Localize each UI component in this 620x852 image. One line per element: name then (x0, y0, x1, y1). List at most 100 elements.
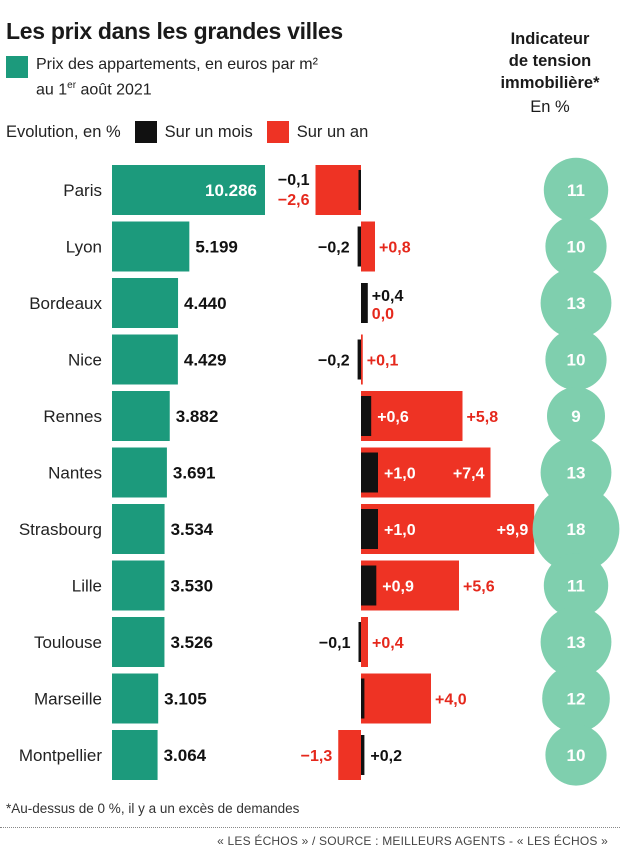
indicator-label: 13 (567, 294, 586, 313)
indicator-circle (532, 485, 620, 573)
indicator-label: 18 (567, 520, 586, 539)
price-bar (112, 391, 170, 441)
indicator-label: 10 (567, 746, 586, 765)
year-label: +5,6 (463, 579, 495, 596)
indicator-circle (542, 664, 610, 733)
price-label: 3.534 (171, 520, 214, 539)
indicator-circle (547, 387, 605, 445)
year-label: +0,8 (379, 240, 411, 257)
indicator-title: Indicateur de tension immobilière* (500, 30, 600, 92)
price-label: 10.286 (205, 181, 257, 200)
price-legend-swatch (6, 56, 28, 78)
year-label: +7,4 (453, 466, 485, 483)
price-bar (112, 278, 179, 328)
year-label: +4,0 (435, 692, 467, 709)
year-bar (361, 221, 375, 272)
year-label: −1,3 (301, 748, 333, 765)
price-legend-line-2: au 1er août 2021 (36, 80, 152, 99)
month-legend-swatch (134, 121, 157, 143)
month-label: +1,0 (384, 466, 416, 483)
year-bar (361, 391, 463, 441)
indicator-circle (545, 328, 607, 391)
year-bar (361, 560, 459, 611)
price-label: 3.064 (164, 746, 207, 765)
city-label: Marseille (34, 690, 102, 709)
indicator-label: 11 (567, 577, 585, 596)
month-bar (361, 509, 378, 549)
year-label: +0,4 (372, 635, 404, 652)
month-bar (358, 622, 361, 662)
month-bar (358, 170, 361, 210)
year-label: +0,1 (367, 353, 399, 370)
year-label: 0,0 (372, 306, 394, 323)
indicator-label: 13 (567, 633, 586, 652)
price-bar (112, 504, 165, 554)
year-bar (361, 447, 491, 498)
year-label: −2,6 (278, 192, 310, 209)
month-bar (357, 226, 361, 267)
month-bar (361, 735, 365, 775)
city-label: Nantes (48, 464, 102, 483)
indicator-label: 11 (567, 181, 585, 200)
month-label: −0,2 (318, 240, 350, 257)
city-label: Bordeaux (29, 294, 102, 313)
price-label: 3.105 (164, 690, 207, 709)
year-label: +5,8 (467, 409, 499, 426)
year-bar (361, 617, 368, 667)
month-label: +0,4 (372, 288, 404, 305)
price-bar (112, 334, 178, 385)
price-label: 5.199 (195, 238, 238, 257)
year-label: +9,9 (497, 522, 529, 539)
price-bar (112, 221, 190, 272)
indicator-circle (545, 215, 607, 278)
month-label: +0,9 (382, 579, 414, 596)
city-label: Montpellier (19, 746, 102, 765)
year-bar (315, 165, 361, 215)
source-credit: « LES ÉCHOS » / SOURCE : MEILLEURS AGENT… (217, 834, 608, 848)
month-label: −0,1 (319, 635, 351, 652)
year-bar (361, 673, 431, 724)
indicator-circle (543, 157, 609, 223)
price-bar (112, 165, 265, 215)
price-label: 4.429 (184, 351, 227, 370)
month-bar (361, 678, 365, 719)
month-legend-label: Sur un mois (164, 122, 253, 141)
year-legend-label: Sur un an (296, 122, 369, 141)
city-label: Lille (72, 577, 102, 596)
year-bar (361, 334, 363, 385)
year-bar (338, 730, 361, 780)
price-legend: Prix des appartements, en euros par m² a… (36, 54, 318, 100)
month-bar (361, 452, 378, 493)
month-label: +1,0 (384, 522, 416, 539)
month-bar (357, 339, 361, 380)
indicator-circle (545, 724, 607, 786)
price-bar (112, 730, 158, 780)
city-label: Rennes (43, 407, 102, 426)
indicator-label: 10 (567, 238, 586, 257)
year-legend-swatch (266, 121, 289, 143)
indicator-circle (540, 267, 612, 339)
price-bar (112, 617, 165, 667)
footer-rule (0, 827, 620, 828)
indicator-circle (543, 553, 609, 618)
evolution-label: Evolution, en % (6, 122, 121, 141)
indicator-label: 12 (567, 690, 586, 709)
price-label: 3.526 (170, 633, 213, 652)
city-label: Toulouse (34, 633, 102, 652)
price-bar (112, 560, 165, 611)
month-bar (361, 396, 372, 436)
indicator-label: 10 (567, 351, 586, 370)
city-label: Nice (68, 351, 102, 370)
price-label: 3.530 (171, 577, 214, 596)
price-label: 4.440 (184, 294, 227, 313)
month-label: +0,2 (370, 748, 402, 765)
indicator-circle (540, 606, 612, 678)
month-label: +0,6 (377, 409, 409, 426)
city-label: Paris (63, 181, 102, 200)
price-label: 3.882 (176, 407, 219, 426)
evolution-legend: Evolution, en % Sur un mois Sur un an (6, 121, 368, 143)
chart-title: Les prix dans les grandes villes (6, 18, 343, 44)
price-bar (112, 447, 167, 498)
month-bar (361, 565, 377, 606)
